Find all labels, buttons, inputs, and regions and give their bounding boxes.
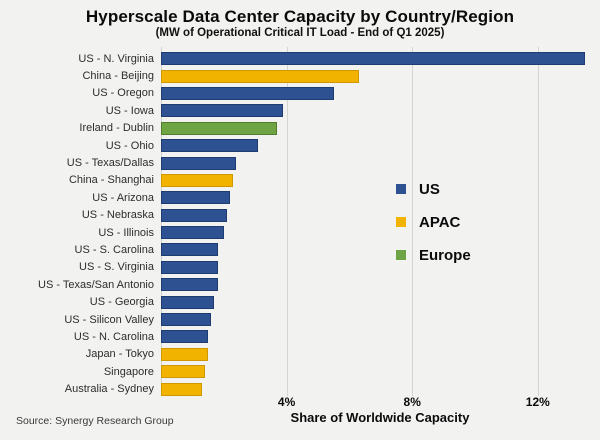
chart-row: US - Texas/San Antonio xyxy=(0,276,600,293)
category-label: US - Texas/San Antonio xyxy=(38,278,154,291)
category-label: Singapore xyxy=(103,365,154,378)
bar-apac xyxy=(161,365,205,379)
legend-swatch-icon xyxy=(396,217,406,227)
legend: US APAC Europe xyxy=(396,179,471,278)
gridline-8% xyxy=(412,47,414,396)
bar-us xyxy=(161,330,209,344)
legend-swatch-icon xyxy=(396,184,406,194)
chart-row: US - Ohio xyxy=(0,137,600,154)
chart-row: US - N. Virginia xyxy=(0,50,600,67)
bar-europe xyxy=(161,121,278,135)
category-label: US - Georgia xyxy=(89,296,154,309)
category-label: US - N. Carolina xyxy=(73,330,154,343)
chart-row: Australia - Sydney xyxy=(0,380,600,397)
legend-swatch-icon xyxy=(396,250,406,260)
category-label: US - N. Virginia xyxy=(78,52,154,65)
bar-us xyxy=(161,226,224,240)
category-label: US - Illinois xyxy=(98,226,154,239)
bar-us xyxy=(161,104,284,118)
bar-us xyxy=(161,86,334,100)
x-tick-4%: 4% xyxy=(277,395,296,409)
category-label: China - Beijing xyxy=(82,70,154,83)
bar-us xyxy=(161,208,227,222)
bar-rows: US - N. Virginia China - Beijing US - Oreg… xyxy=(0,50,600,398)
category-label: China - Shanghai xyxy=(68,174,154,187)
bar-us xyxy=(161,191,231,205)
chart-row: US - Georgia xyxy=(0,293,600,310)
bar-apac xyxy=(161,382,202,396)
chart-title: Hyperscale Data Center Capacity by Count… xyxy=(85,7,515,26)
chart-row: US - Arizona xyxy=(0,189,600,206)
bar-apac xyxy=(161,347,209,361)
category-label: US - S. Virginia xyxy=(79,261,154,274)
category-label: US - S. Carolina xyxy=(74,243,154,256)
chart-row: US - Illinois xyxy=(0,224,600,241)
category-label: US - Arizona xyxy=(92,191,154,204)
category-label: US - Oregon xyxy=(92,87,154,100)
bar-us xyxy=(161,313,212,327)
bar-us xyxy=(161,278,218,292)
chart-row: US - Oregon xyxy=(0,85,600,102)
bar-us xyxy=(161,295,215,309)
bar-apac xyxy=(161,69,359,83)
category-label: Japan - Tokyo xyxy=(85,348,154,361)
x-tick-12%: 12% xyxy=(525,395,550,409)
category-label: US - Iowa xyxy=(105,104,154,117)
legend-label: APAC xyxy=(419,213,461,231)
gridline-4% xyxy=(286,47,288,396)
chart-row: US - Silicon Valley xyxy=(0,311,600,328)
bar-us xyxy=(161,243,218,257)
category-label: US - Nebraska xyxy=(81,209,154,222)
chart-row: US - Texas/Dallas xyxy=(0,154,600,171)
chart-row: US - S. Virginia xyxy=(0,259,600,276)
bar-us xyxy=(161,52,585,66)
gridline-12% xyxy=(537,47,539,396)
x-tick-8%: 8% xyxy=(403,395,421,409)
chart-row: China - Shanghai xyxy=(0,172,600,189)
legend-label: US xyxy=(419,180,440,198)
legend-item-europe: Europe xyxy=(396,245,471,265)
category-label: US - Silicon Valley xyxy=(64,313,154,326)
bar-us xyxy=(161,156,237,170)
source-note: Source: Synergy Research Group xyxy=(16,415,174,427)
bar-apac xyxy=(161,173,234,187)
legend-label: Europe xyxy=(419,246,471,264)
category-label: Australia - Sydney xyxy=(64,383,154,396)
chart-row: China - Beijing xyxy=(0,67,600,84)
chart-row: US - N. Carolina xyxy=(0,328,600,345)
chart-row: Singapore xyxy=(0,363,600,380)
category-label: US - Ohio xyxy=(105,139,154,152)
chart-row: Japan - Tokyo xyxy=(0,346,600,363)
legend-item-apac: APAC xyxy=(396,212,471,232)
bar-us xyxy=(161,260,218,274)
chart-row: US - Nebraska xyxy=(0,207,600,224)
x-axis-label: Share of Worldwide Capacity xyxy=(290,410,470,425)
legend-item-us: US xyxy=(396,179,471,199)
chart-row: Ireland - Dublin xyxy=(0,120,600,137)
bar-us xyxy=(161,139,259,153)
category-label: Ireland - Dublin xyxy=(79,122,154,135)
chart-row: US - Iowa xyxy=(0,102,600,119)
chart-subtitle: (MW of Operational Critical IT Load - En… xyxy=(155,27,445,39)
chart-row: US - S. Carolina xyxy=(0,241,600,258)
category-label: US - Texas/Dallas xyxy=(66,157,154,170)
